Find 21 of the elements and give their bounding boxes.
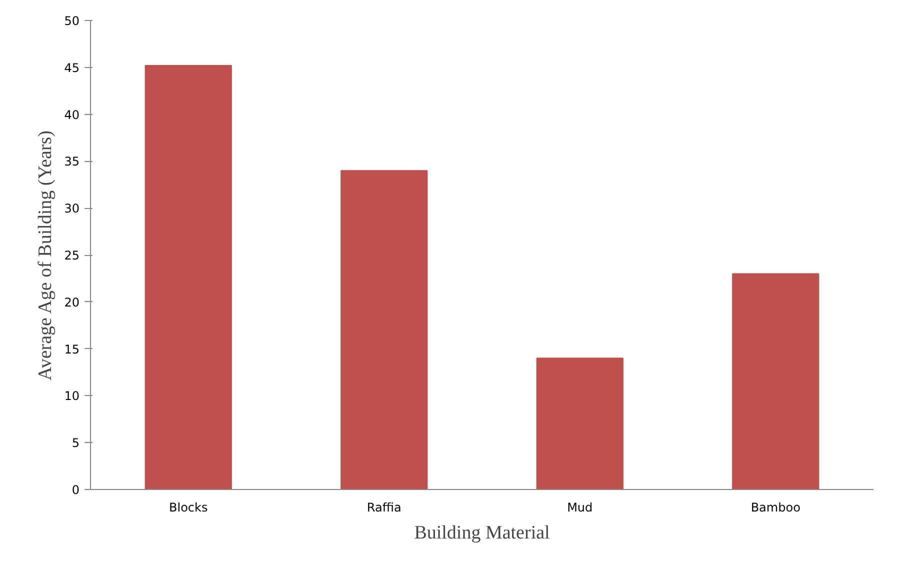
x-axis-title: Building Material bbox=[414, 522, 550, 544]
y-tick-label: 5 bbox=[72, 436, 80, 450]
y-tick-label: 35 bbox=[64, 154, 80, 169]
y-tick-label: 30 bbox=[64, 202, 80, 216]
y-tick-label: 50 bbox=[64, 14, 80, 28]
bar bbox=[340, 170, 428, 490]
bar bbox=[536, 358, 624, 490]
y-tick-label: 15 bbox=[64, 342, 80, 356]
bar bbox=[732, 273, 820, 490]
y-tick-label: 20 bbox=[64, 295, 80, 310]
y-tick-label: 10 bbox=[64, 389, 80, 404]
x-tick-label: Raffia bbox=[366, 500, 402, 514]
bar bbox=[144, 65, 232, 490]
y-tick-label: 25 bbox=[64, 248, 80, 262]
x-tick-label: Bamboo bbox=[750, 500, 800, 514]
y-tick-label: 40 bbox=[64, 108, 80, 122]
y-axis-title: Average Age of Building (Years) bbox=[35, 130, 56, 380]
x-tick-label: Mud bbox=[567, 500, 593, 514]
x-tick-label: Blocks bbox=[169, 500, 208, 514]
y-tick-label: 45 bbox=[64, 60, 80, 75]
y-tick-label: 0 bbox=[72, 483, 80, 497]
